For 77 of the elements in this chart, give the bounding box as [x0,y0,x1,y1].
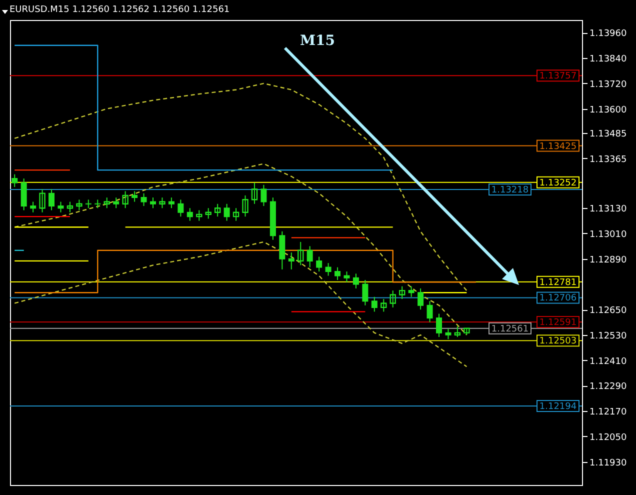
y-tick-label: 1.12050 [590,432,627,443]
y-tick-label: 1.13600 [590,105,627,116]
candlestick [30,201,36,213]
y-tick-label: 1.12170 [590,408,627,418]
candlestick [168,197,174,209]
candlestick [66,201,74,213]
candlestick [178,199,184,218]
candlestick [362,279,368,306]
candlestick [186,208,193,222]
ref-line-label: 1.13218 [491,186,529,196]
candlestick [48,188,55,211]
line-series [14,82,468,292]
chart-title: EURUSD.M15 1.12560 1.12562 1.12560 1.12561 [10,5,230,15]
candlestick [76,199,82,211]
y-tick-label: 1.12410 [590,356,627,367]
ref-line-label: 1.13252 [539,178,577,188]
candlestick [104,197,110,209]
candlestick [344,271,350,283]
candlestick [454,326,461,338]
ref-line-label: 1.12503 [539,336,577,347]
line-series [14,163,468,336]
candlestick [288,252,294,270]
y-tick-label: 1.13010 [590,230,627,240]
candlestick [205,208,212,220]
y-tick-label: 1.12530 [590,331,627,342]
y-tick-label: 1.13485 [590,130,627,140]
candlestick [380,298,387,312]
ref-line-label: 1.13425 [539,142,577,152]
y-tick-label: 1.11930 [590,458,627,468]
candlestick [150,197,156,209]
y-tick-label: 1.13840 [590,54,627,65]
ref-line-label: 1.12591 [539,318,577,328]
candlestick [113,197,120,209]
candlestick [306,246,313,268]
y-tick-label: 1.13720 [590,80,627,90]
candlestick [196,210,202,222]
candlestick [140,192,147,206]
candlestick [334,266,341,280]
y-tick-label: 1.13130 [590,204,627,215]
candlestick [371,296,378,312]
candlestick [279,230,286,270]
candlestick [20,178,27,211]
candlestick [408,286,414,298]
candlestick [390,290,396,308]
candlestick [224,203,230,222]
y-tick-label: 1.12290 [590,382,627,392]
candlestick [214,203,221,218]
annotation: M15 [300,33,335,49]
y-tick-label: 1.13960 [590,29,627,40]
candlestick [426,300,433,323]
candlestick [39,188,46,213]
ref-line-label: 1.13757 [539,72,577,82]
candlestick [316,256,322,272]
ref-line-label: 1.12561 [491,324,529,334]
candlestick [132,190,138,202]
y-tick-label: 1.13365 [590,154,627,165]
candlestick [298,241,304,266]
candlestick [242,194,248,218]
candlestick [352,273,359,289]
candlestick [232,208,240,222]
ref-line-label: 1.12781 [539,278,577,288]
ref-line-label: 1.12194 [539,402,577,412]
candlestick [418,288,424,310]
y-tick-label: 1.12890 [590,255,627,266]
y-tick-label: 1.12650 [590,306,627,316]
candlestick [251,182,258,204]
candlestick [58,201,64,213]
candlestick [159,197,166,209]
ref-line-label: 1.12706 [539,294,577,304]
candlestick [12,174,18,188]
candlestick [436,313,442,338]
candlestick [445,328,452,340]
candlestick [122,190,128,209]
line-series [14,241,468,368]
candlestick [260,184,267,206]
candlestick [398,286,406,300]
candlestick [325,262,332,276]
